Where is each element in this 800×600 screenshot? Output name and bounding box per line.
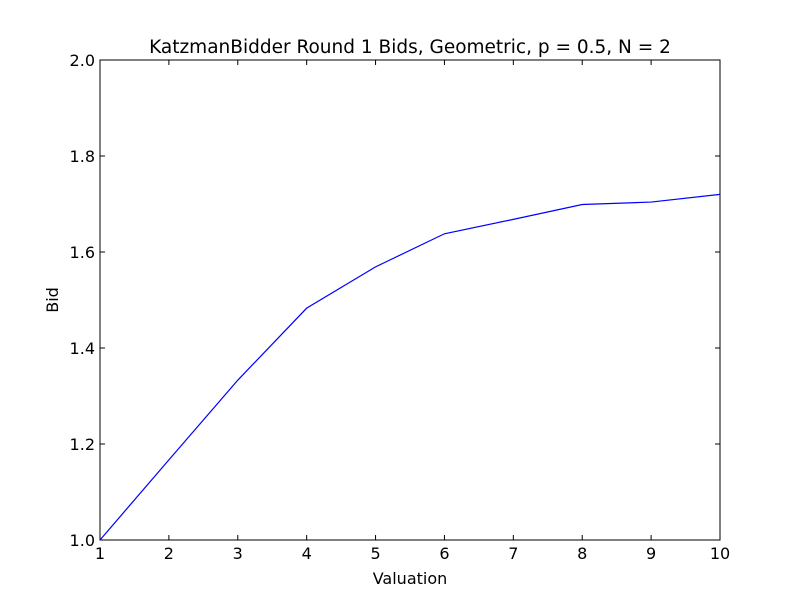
x-axis-label: Valuation	[373, 569, 448, 588]
x-tick-label: 7	[508, 544, 518, 563]
x-axis: 1 2 3 4 5 6 7 8 9 10	[95, 60, 730, 563]
x-tick-label: 3	[233, 544, 243, 563]
chart-title: KatzmanBidder Round 1 Bids, Geometric, p…	[149, 37, 671, 58]
x-tick-label: 9	[646, 544, 656, 563]
x-tick-label: 4	[302, 544, 312, 563]
y-tick-label: 2.0	[70, 51, 95, 70]
x-tick-label: 10	[710, 544, 730, 563]
y-axis-label: Bid	[43, 287, 62, 313]
y-tick-label: 1.0	[70, 531, 95, 550]
x-tick-label: 5	[370, 544, 380, 563]
x-tick-label: 1	[95, 544, 105, 563]
x-tick-label: 6	[439, 544, 449, 563]
y-tick-label: 1.8	[70, 147, 95, 166]
x-tick-label: 2	[164, 544, 174, 563]
y-tick-label: 1.4	[70, 339, 95, 358]
x-tick-label: 8	[577, 544, 587, 563]
y-tick-label: 1.6	[70, 243, 95, 262]
y-axis: 1.0 1.2 1.4 1.6 1.8 2.0	[70, 51, 720, 550]
plot-area	[99, 59, 721, 541]
y-tick-label: 1.2	[70, 435, 95, 454]
series-line	[99, 193, 721, 541]
series-layer	[99, 193, 721, 541]
